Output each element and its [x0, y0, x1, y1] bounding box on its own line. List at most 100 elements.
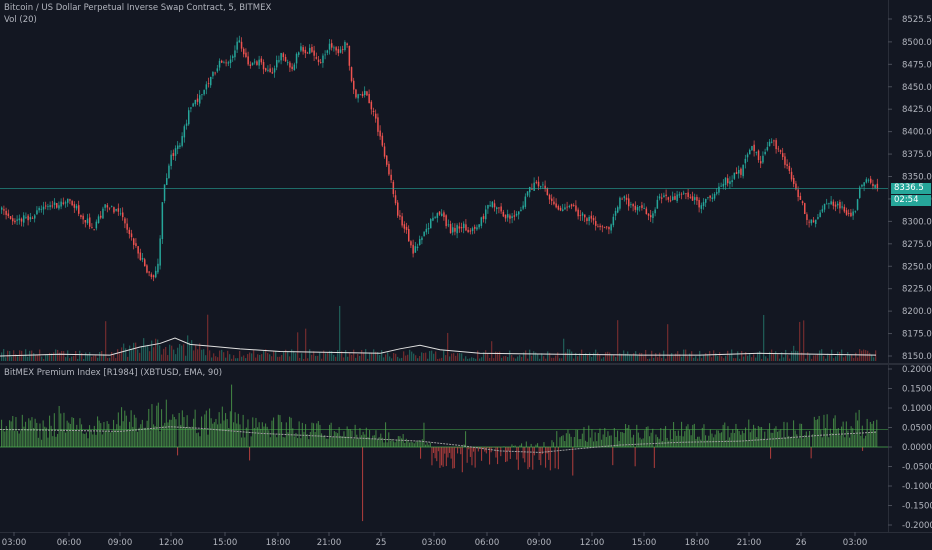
candle-body — [443, 212, 445, 218]
last-price-tag: 8336.5 — [891, 183, 931, 194]
price-tick-label: 8375.0 — [902, 150, 932, 160]
volume-bar — [209, 350, 211, 361]
premium-bar — [282, 437, 284, 447]
premium-bar — [324, 435, 326, 447]
premium-bar — [125, 415, 127, 447]
volume-bar — [869, 352, 871, 361]
premium-bar — [834, 415, 836, 447]
premium-bar — [505, 447, 507, 463]
premium-bar — [761, 427, 763, 447]
candle-body — [335, 47, 337, 51]
premium-bar — [519, 445, 521, 447]
volume-bar — [809, 354, 811, 361]
premium-bar — [775, 426, 777, 447]
premium-bar — [444, 447, 446, 454]
premium-bar — [637, 432, 639, 447]
volume-bar — [813, 355, 815, 361]
premium-bar — [49, 415, 51, 447]
volume-bar — [591, 356, 593, 361]
premium-bar — [353, 438, 355, 447]
volume-bar — [511, 355, 513, 361]
candle-body — [262, 62, 265, 70]
candle-body — [856, 199, 859, 210]
candle-body — [9, 216, 12, 219]
volume-bar — [595, 349, 597, 361]
volume-bar — [181, 345, 183, 361]
volume-bar — [501, 357, 503, 361]
candle-body — [80, 215, 82, 218]
premium-bar — [436, 447, 438, 462]
candle-body — [91, 227, 93, 229]
premium-bar — [364, 434, 366, 447]
volume-bar — [671, 353, 673, 361]
volume-bar — [357, 354, 359, 361]
premium-bar — [263, 426, 265, 447]
candle-body — [397, 202, 399, 216]
candle-body — [487, 204, 489, 209]
candle-body — [436, 213, 439, 218]
volume-bar — [139, 352, 141, 361]
volume-bar — [361, 350, 363, 361]
candle-body — [724, 177, 727, 185]
premium-bar — [61, 429, 63, 447]
premium-bar — [489, 447, 491, 465]
volume-bar — [169, 344, 171, 361]
volume-bar — [413, 353, 415, 361]
candle-body — [179, 145, 181, 147]
premium-bar — [332, 436, 334, 447]
candle-body — [669, 200, 672, 202]
volume-bar — [385, 354, 387, 361]
volume-bar — [421, 352, 423, 361]
volume-bar — [649, 358, 651, 361]
premium-bar — [292, 428, 294, 447]
candle-body — [702, 202, 705, 206]
premium-bar — [857, 420, 859, 447]
volume-bar — [571, 351, 573, 361]
volume-bar — [513, 357, 515, 361]
candle-body — [852, 211, 854, 216]
premium-bar — [593, 441, 595, 447]
price-tick-label: 8300.0 — [902, 217, 932, 227]
candle-body — [203, 90, 205, 95]
volume-bar — [367, 358, 369, 361]
premium-bar — [330, 422, 332, 447]
volume-bar — [775, 351, 777, 361]
candle-body — [75, 205, 78, 209]
volume-bar — [61, 350, 63, 361]
candle-body — [665, 194, 667, 196]
candle-body — [740, 168, 742, 175]
candle-body — [465, 224, 467, 231]
volume-bar — [789, 358, 791, 361]
volume-bar — [477, 350, 479, 361]
time-tick-label: 06:00 — [475, 538, 500, 548]
premium-bar — [157, 402, 159, 447]
volume-bar — [709, 351, 711, 361]
premium-bar — [74, 429, 76, 447]
premium-bar — [39, 423, 41, 447]
volume-bar — [791, 351, 793, 361]
candle-body — [496, 207, 498, 209]
premium-bar — [690, 435, 692, 447]
premium-bar — [95, 434, 97, 447]
volume-bar — [469, 358, 471, 361]
volume-bar — [399, 358, 401, 361]
premium-bar — [239, 424, 241, 447]
volume-bar — [299, 357, 301, 361]
volume-bar — [191, 340, 193, 361]
candle-body — [817, 217, 819, 219]
candle-body — [399, 215, 401, 217]
premium-bar — [802, 438, 804, 447]
candle-body — [111, 205, 113, 207]
candle-body — [718, 186, 720, 193]
premium-bar — [399, 436, 401, 447]
volume-bar — [111, 351, 113, 361]
premium-bar — [201, 416, 203, 447]
candle-body — [623, 196, 626, 199]
volume-bar — [379, 355, 381, 361]
premium-bar — [497, 447, 499, 465]
premium-bar — [97, 416, 99, 447]
volume-bar — [633, 353, 635, 361]
candle-body — [870, 178, 872, 183]
volume-bar — [407, 354, 409, 361]
